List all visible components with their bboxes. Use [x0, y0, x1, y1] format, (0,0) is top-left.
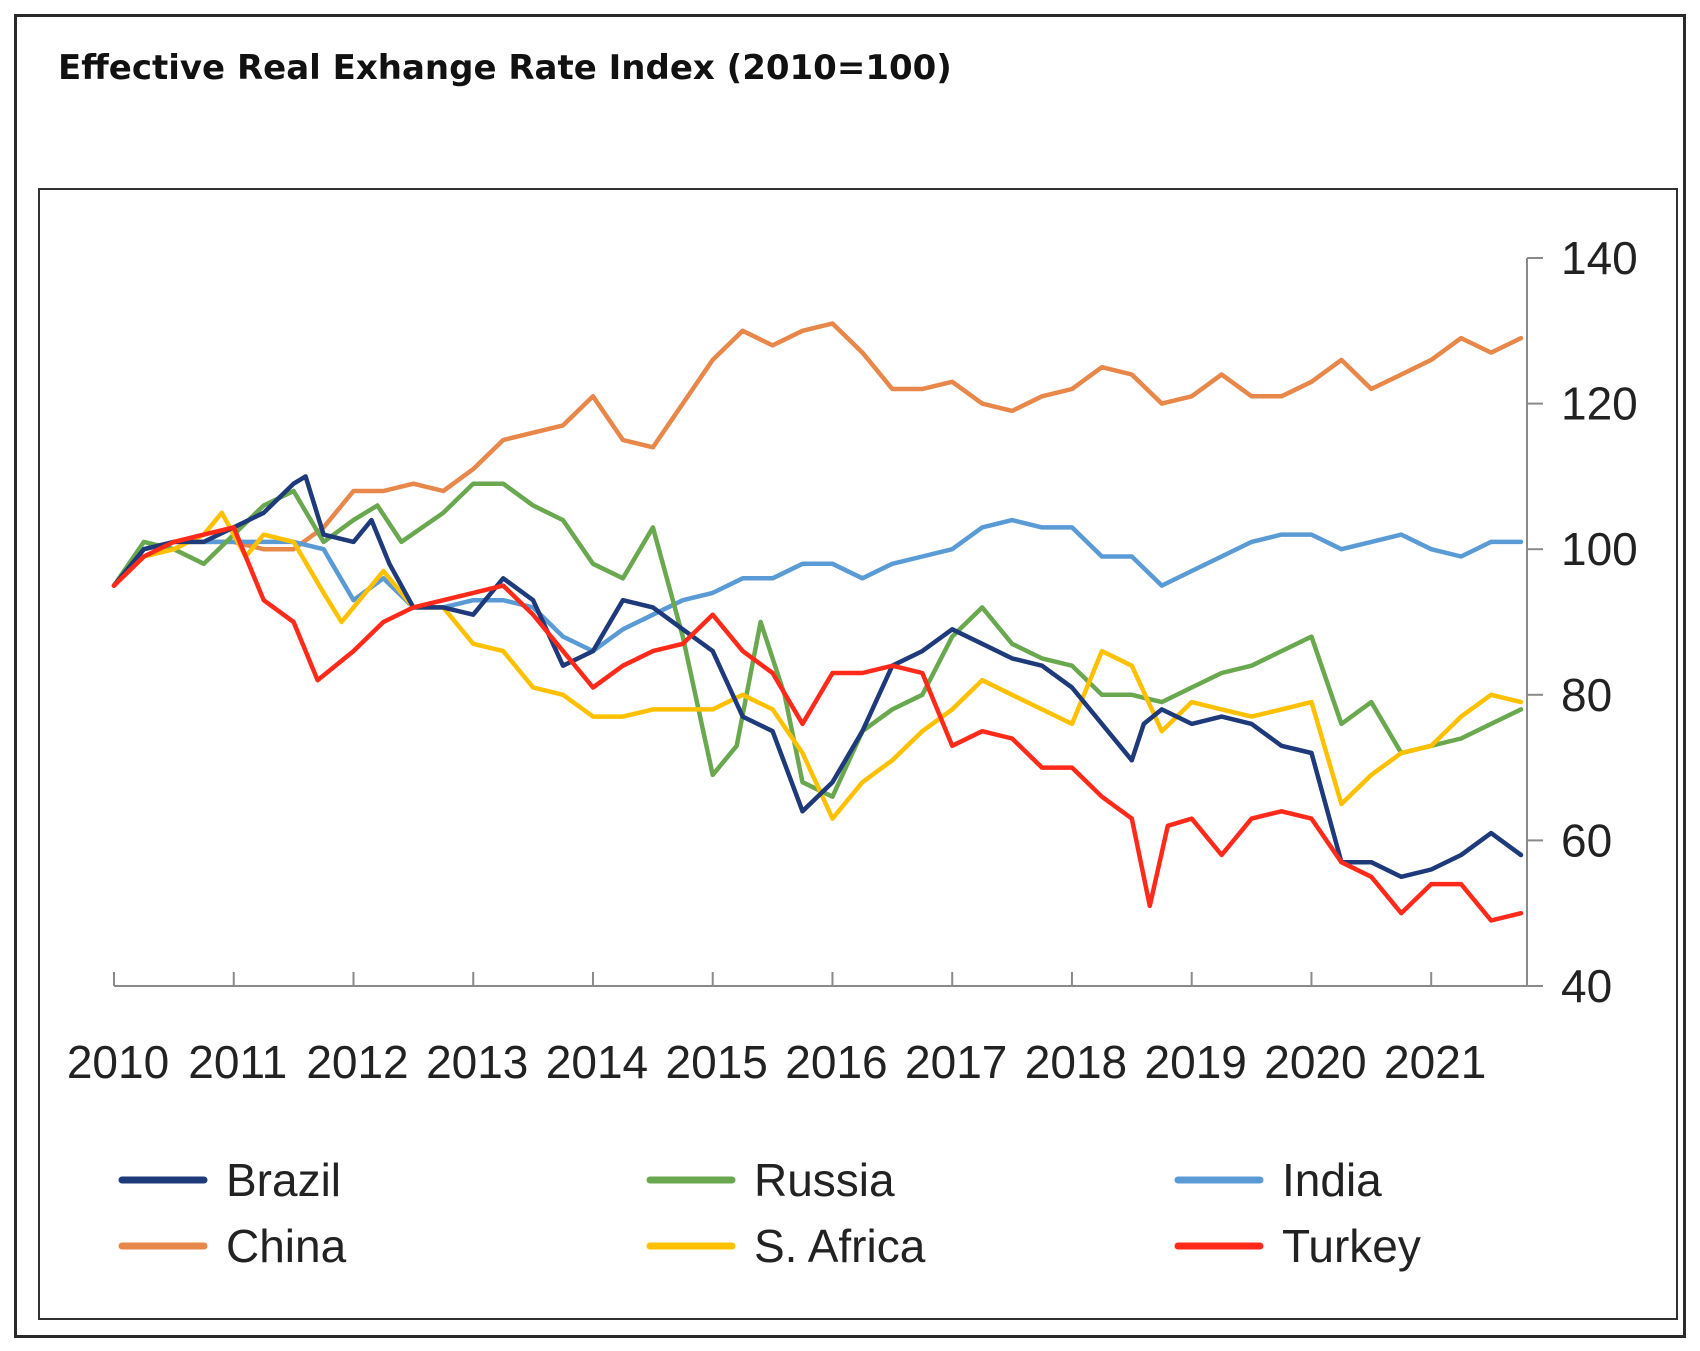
- legend-label-turkey: Turkey: [1282, 1220, 1421, 1272]
- legend-label-s-africa: S. Africa: [754, 1220, 926, 1272]
- legend: Brazil Russia India China S. Africa Turkey: [118, 1154, 1421, 1272]
- outer-frame: [14, 14, 1686, 1338]
- x-tick-label: 2015: [666, 1036, 768, 1088]
- x-tick-label: 2019: [1145, 1036, 1247, 1088]
- legend-label-india: India: [1282, 1154, 1382, 1206]
- x-tick-label: 2011: [188, 1036, 287, 1088]
- x-tick-label: 2012: [306, 1036, 408, 1088]
- series-line-india: [111, 517, 1524, 654]
- series-line-brazil: [111, 474, 1524, 880]
- plot-box: [38, 188, 1678, 1320]
- x-tick-label: 2018: [1025, 1036, 1127, 1088]
- x-tick-label: 2014: [546, 1036, 648, 1088]
- legend-label-china: China: [226, 1220, 347, 1272]
- x-tick-label: 2017: [905, 1036, 1007, 1088]
- x-tick-label: 2010: [67, 1036, 169, 1088]
- y-tick-label: 100: [1561, 523, 1638, 575]
- x-tick-label: 2020: [1264, 1036, 1366, 1088]
- axes-layer: 40 60 80 100 120 140 2010 2011 2012 2013 2014 2015 2…: [67, 232, 1638, 1088]
- y-tick-label: 120: [1561, 378, 1638, 430]
- legend-label-russia: Russia: [754, 1154, 895, 1206]
- x-tick-label: 2013: [426, 1036, 528, 1088]
- y-tick-label: 80: [1561, 669, 1612, 721]
- series-line-turkey: [111, 525, 1524, 923]
- series-layer: [111, 321, 1524, 923]
- y-tick-label: 60: [1561, 814, 1612, 866]
- chart-title: Effective Real Exhange Rate Index (2010=…: [58, 48, 952, 88]
- x-tick-label: 2021: [1384, 1036, 1486, 1088]
- y-tick-label: 140: [1561, 232, 1638, 284]
- series-line-s-africa: [111, 510, 1524, 821]
- series-line-russia: [111, 481, 1524, 799]
- legend-label-brazil: Brazil: [226, 1154, 341, 1206]
- series-line-china: [111, 321, 1524, 588]
- y-tick-label: 40: [1561, 960, 1612, 1012]
- x-tick-label: 2016: [785, 1036, 887, 1088]
